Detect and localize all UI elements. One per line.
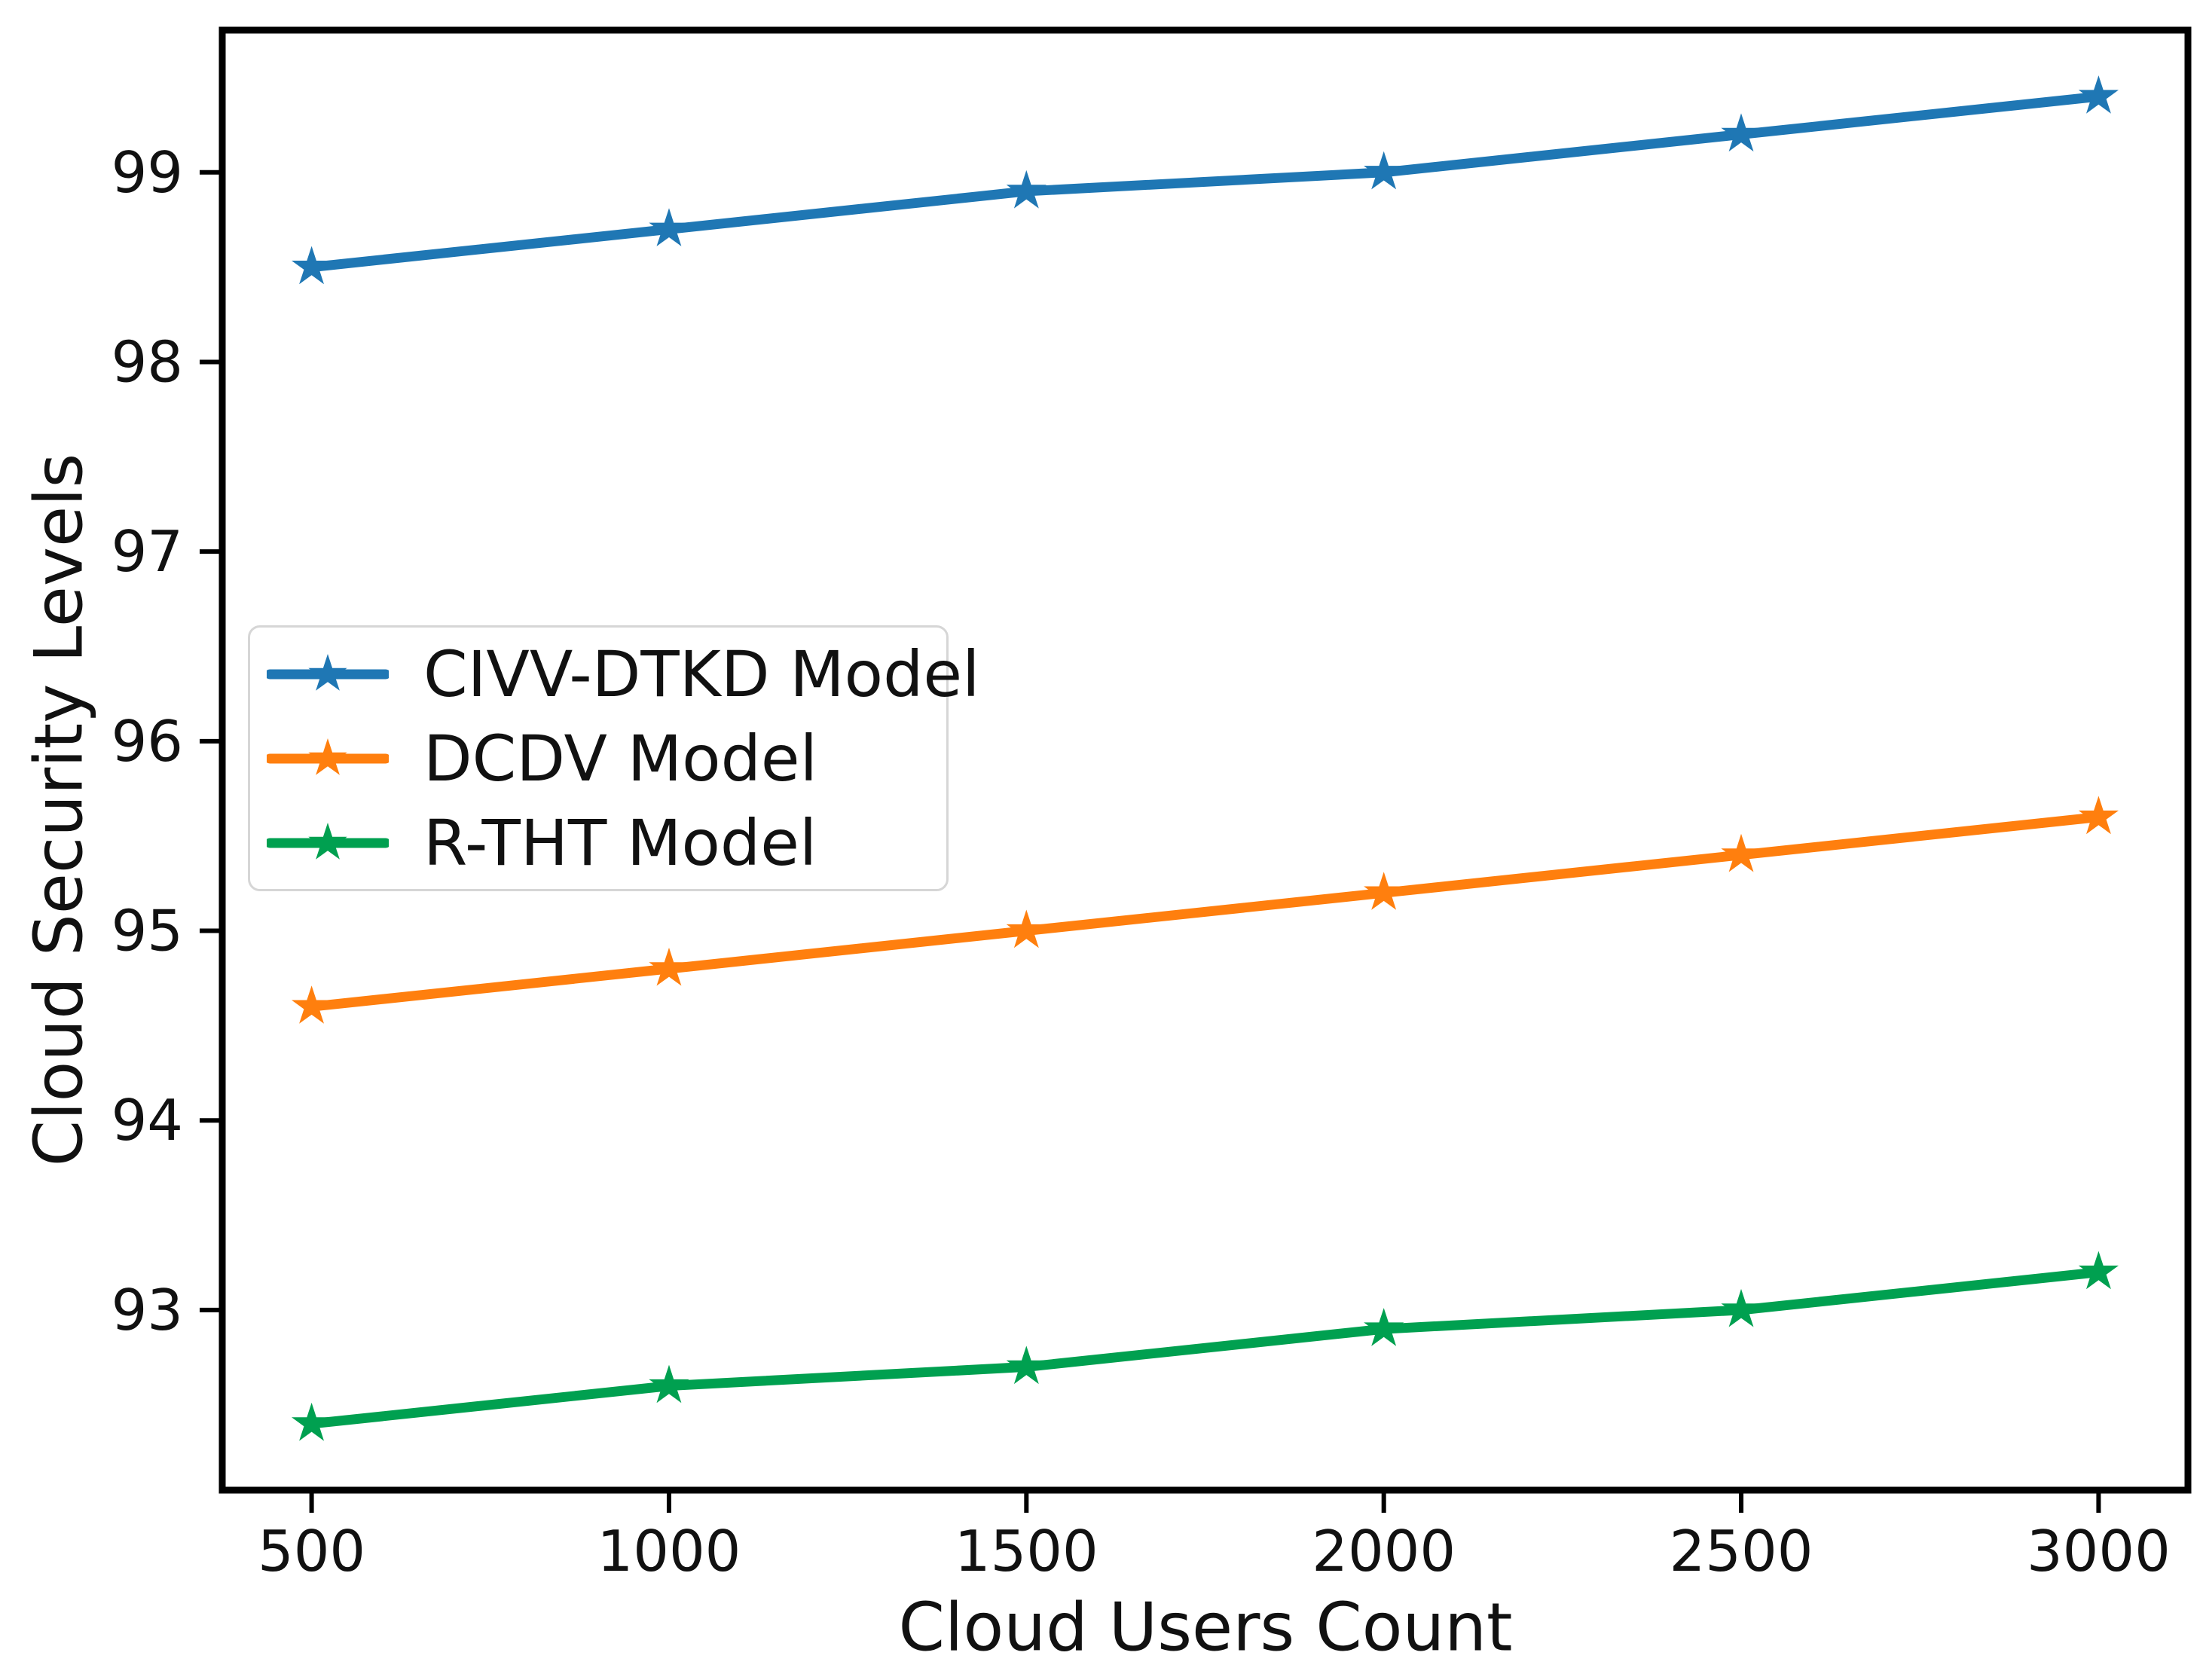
legend-marker-civv-dtkd: [267, 653, 389, 691]
svg-text:93: 93: [112, 1277, 183, 1343]
svg-text:96: 96: [112, 708, 183, 774]
y-axis-label: Cloud Security Levels: [20, 453, 98, 1167]
legend-label-dcdv: DCDV Model: [423, 721, 817, 796]
legend-marker-dcdv: [267, 738, 389, 775]
legend-label-r-tht: R-THT Model: [423, 805, 817, 880]
legend-item-r-tht: R-THT Model: [267, 801, 946, 885]
svg-text:98: 98: [112, 328, 183, 395]
svg-text:500: 500: [258, 1518, 365, 1584]
svg-text:3000: 3000: [2027, 1518, 2171, 1584]
legend-item-dcdv: DCDV Model: [267, 716, 946, 801]
svg-text:94: 94: [112, 1087, 183, 1153]
legend: CIVV-DTKD Model DCDV Model R-THT Model: [248, 625, 979, 891]
svg-text:97: 97: [112, 518, 183, 585]
svg-text:2500: 2500: [1670, 1518, 1813, 1584]
svg-text:1000: 1000: [597, 1518, 741, 1584]
svg-text:1500: 1500: [955, 1518, 1098, 1584]
legend-marker-r-tht: [267, 822, 389, 860]
legend-item-civv-dtkd: CIVV-DTKD Model: [267, 632, 979, 716]
svg-text:99: 99: [112, 139, 183, 206]
x-axis-label: Cloud Users Count: [898, 1588, 1513, 1666]
svg-text:95: 95: [112, 898, 183, 964]
svg-text:2000: 2000: [1312, 1518, 1456, 1584]
legend-label-civv-dtkd: CIVV-DTKD Model: [423, 637, 980, 711]
